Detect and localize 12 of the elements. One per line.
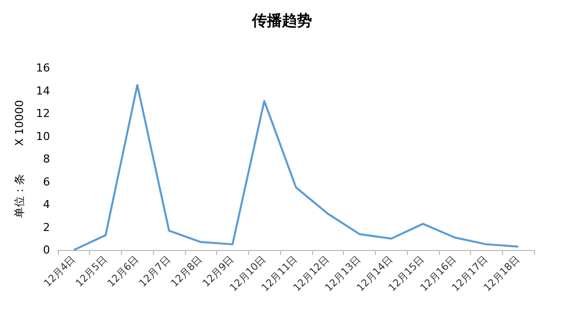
y-tick-label: 4 xyxy=(43,198,50,211)
y-tick-label: 14 xyxy=(36,84,50,98)
chart-title: 传播趋势 xyxy=(251,12,312,30)
y-tick-label: 6 xyxy=(43,175,50,188)
line-series xyxy=(72,84,520,251)
y-tick-label: 8 xyxy=(43,152,50,166)
y-tick-label: 16 xyxy=(36,62,50,74)
y-tick-label: 10 xyxy=(36,130,50,143)
y-tick-label: 12 xyxy=(36,107,50,120)
y-tick-label: 2 xyxy=(43,220,50,234)
y-axis-title: 单位：条 X 10000 xyxy=(13,100,26,218)
y-tick-label: 0 xyxy=(43,244,50,256)
